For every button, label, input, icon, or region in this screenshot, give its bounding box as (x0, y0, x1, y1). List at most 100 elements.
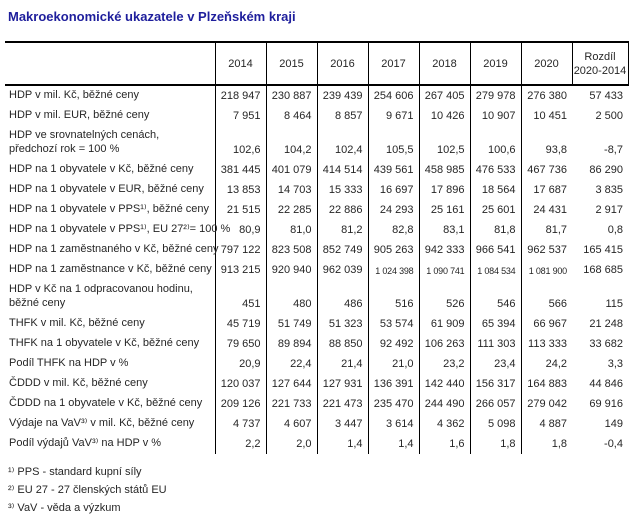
row-label-line1: ČDDD v mil. Kč, běžné ceny (9, 377, 148, 389)
table-row: HDP na 1 obyvatele v Kč, běžné ceny 381 4… (5, 160, 628, 180)
cell-value: 239 439 (316, 85, 368, 106)
cell-value: 25 601 (469, 200, 521, 220)
indicators-table: 2014 2015 2016 2017 2018 2019 2020 Rozdí… (5, 41, 629, 454)
year-header-2019: 2019 (469, 41, 521, 86)
cell-value: 8 464 (265, 106, 317, 126)
cell-value: 16 697 (367, 180, 419, 200)
row-label-line1: HDP na 1 obyvatele v PPS¹⁾, EU 27²⁾= 100… (9, 223, 231, 235)
diff-column-header: Rozdíl 2020-2014 (571, 41, 629, 86)
cell-value: 966 541 (469, 240, 521, 260)
year-header-2017: 2017 (367, 41, 419, 86)
row-label-line1: THFK na 1 obyvatele v Kč, běžné ceny (9, 337, 200, 349)
row-label: HDP na 1 obyvatele v EUR, běžné ceny (5, 180, 215, 200)
cell-value: 57 433 (589, 90, 623, 102)
cell-value: 83,1 (418, 220, 470, 240)
table-header-row: 2014 2015 2016 2017 2018 2019 2020 Rozdí… (5, 41, 629, 86)
row-label: HDP na 1 zaměstnance v Kč, běžné ceny (5, 260, 215, 280)
cell-value: 51 749 (265, 314, 317, 334)
table-row: ČDDD v mil. Kč, běžné ceny 120 037 127 644… (5, 374, 628, 394)
cell-value: 113 333 (520, 334, 572, 354)
cell-value: 1,8 (520, 434, 572, 454)
cell-value: 80,9 (214, 220, 266, 240)
cell-value: 81,2 (316, 220, 368, 240)
cell-value: 4 737 (214, 414, 266, 434)
row-label: HDP na 1 obyvatele v Kč, běžné ceny (5, 160, 215, 180)
cell-value: 127 644 (265, 374, 317, 394)
row-label: HDP v mil. EUR, běžné ceny (5, 106, 215, 126)
cell-value: 17 687 (520, 180, 572, 200)
row-label-header (5, 41, 215, 86)
cell-value: 1 081 900 (520, 260, 572, 280)
row-label-line1: Výdaje na VaV³⁾ v mil. Kč, běžné ceny (9, 417, 195, 429)
cell-value: 2,0 (265, 434, 317, 454)
cell-value: 79 650 (214, 334, 266, 354)
table-row: HDP v mil. EUR, běžné ceny 7 951 8 464 8 85… (5, 106, 628, 126)
cell-value: 905 263 (367, 240, 419, 260)
row-label-line1: HDP na 1 obyvatele v Kč, běžné ceny (9, 163, 194, 175)
row-label: HDP na 1 obyvatele v PPS¹⁾, běžné ceny (5, 200, 215, 220)
cell-value: 22 886 (316, 200, 368, 220)
cell-value: 2,2 (214, 434, 266, 454)
cell-value: 797 122 (214, 240, 266, 260)
cell-value: 476 533 (469, 160, 521, 180)
cell-value: 21,0 (367, 354, 419, 374)
cell-value: 218 947 (214, 85, 266, 106)
row-label: THFK na 1 obyvatele v Kč, běžné ceny (5, 334, 215, 354)
table-row: Výdaje na VaV³⁾ v mil. Kč, běžné ceny 4 7… (5, 414, 628, 434)
cell-value: 15 333 (316, 180, 368, 200)
cell-value: 13 853 (214, 180, 266, 200)
table-row: THFK v mil. Kč, běžné ceny 45 719 51 749 51… (5, 314, 628, 334)
row-label: Výdaje na VaV³⁾ v mil. Kč, běžné ceny (5, 414, 215, 434)
cell-value: 156 317 (469, 374, 521, 394)
cell-value: 2 917 (595, 204, 623, 216)
cell-value: 102,4 (316, 126, 368, 160)
cell-value: 164 883 (520, 374, 572, 394)
cell-value: 106 263 (418, 334, 470, 354)
footnote-pps: ¹⁾ PPS - standard kupní síly (8, 466, 142, 478)
row-label: HDP v mil. Kč, běžné ceny (5, 85, 215, 106)
cell-value: 566 (520, 280, 572, 314)
cell-value: 279 978 (469, 85, 521, 106)
cell-value: 1,8 (469, 434, 521, 454)
cell-value: 33 682 (589, 338, 623, 350)
cell-value: 1,4 (316, 434, 368, 454)
cell-value: 526 (418, 280, 470, 314)
row-label-line1: HDP na 1 obyvatele v EUR, běžné ceny (9, 183, 204, 195)
cell-value: 230 887 (265, 85, 317, 106)
row-label-line1: HDP v Kč na 1 odpracovanou hodinu, (9, 283, 193, 295)
cell-value: 401 079 (265, 160, 317, 180)
row-label: HDP na 1 zaměstnaného v Kč, běžné ceny (5, 240, 219, 260)
cell-value: 823 508 (265, 240, 317, 260)
cell-value: 66 967 (520, 314, 572, 334)
row-label: ČDDD na 1 obyvatele v Kč, běžné ceny (5, 394, 215, 414)
row-label: ČDDD v mil. Kč, běžné ceny (5, 374, 215, 394)
cell-value: 1 024 398 (367, 260, 419, 280)
table-row: HDP na 1 zaměstnaného v Kč, běžné ceny 79… (5, 240, 628, 260)
row-label-line1: ČDDD na 1 obyvatele v Kč, běžné ceny (9, 397, 203, 409)
cell-value: 149 (604, 418, 623, 430)
cell-value: 9 671 (367, 106, 419, 126)
diff-header-line1: Rozdíl (584, 50, 616, 63)
cell-value: 10 907 (469, 106, 521, 126)
cell-value: 0,8 (607, 224, 623, 236)
cell-value: 88 850 (316, 334, 368, 354)
cell-value: 81,8 (469, 220, 521, 240)
cell-value: 18 564 (469, 180, 521, 200)
footnote-vav: ³⁾ VaV - věda a výzkum (8, 502, 121, 514)
row-label-line1: HDP ve srovnatelných cenách, (9, 129, 160, 141)
cell-value: 25 161 (418, 200, 470, 220)
cell-value: 104,2 (265, 126, 317, 160)
cell-value: 2 500 (595, 110, 623, 122)
cell-value: 4 607 (265, 414, 317, 434)
cell-value: 439 561 (367, 160, 419, 180)
table-row: HDP na 1 obyvatele v PPS¹⁾, EU 27²⁾= 100… (5, 220, 628, 240)
cell-value: 266 057 (469, 394, 521, 414)
cell-value: 381 445 (214, 160, 266, 180)
cell-value: 467 736 (520, 160, 572, 180)
cell-value: 23,2 (418, 354, 470, 374)
cell-value: 69 916 (589, 398, 623, 410)
cell-value: 44 846 (589, 378, 623, 390)
cell-value: 1 084 534 (469, 260, 521, 280)
cell-value: 7 951 (214, 106, 266, 126)
cell-value: 4 887 (520, 414, 572, 434)
